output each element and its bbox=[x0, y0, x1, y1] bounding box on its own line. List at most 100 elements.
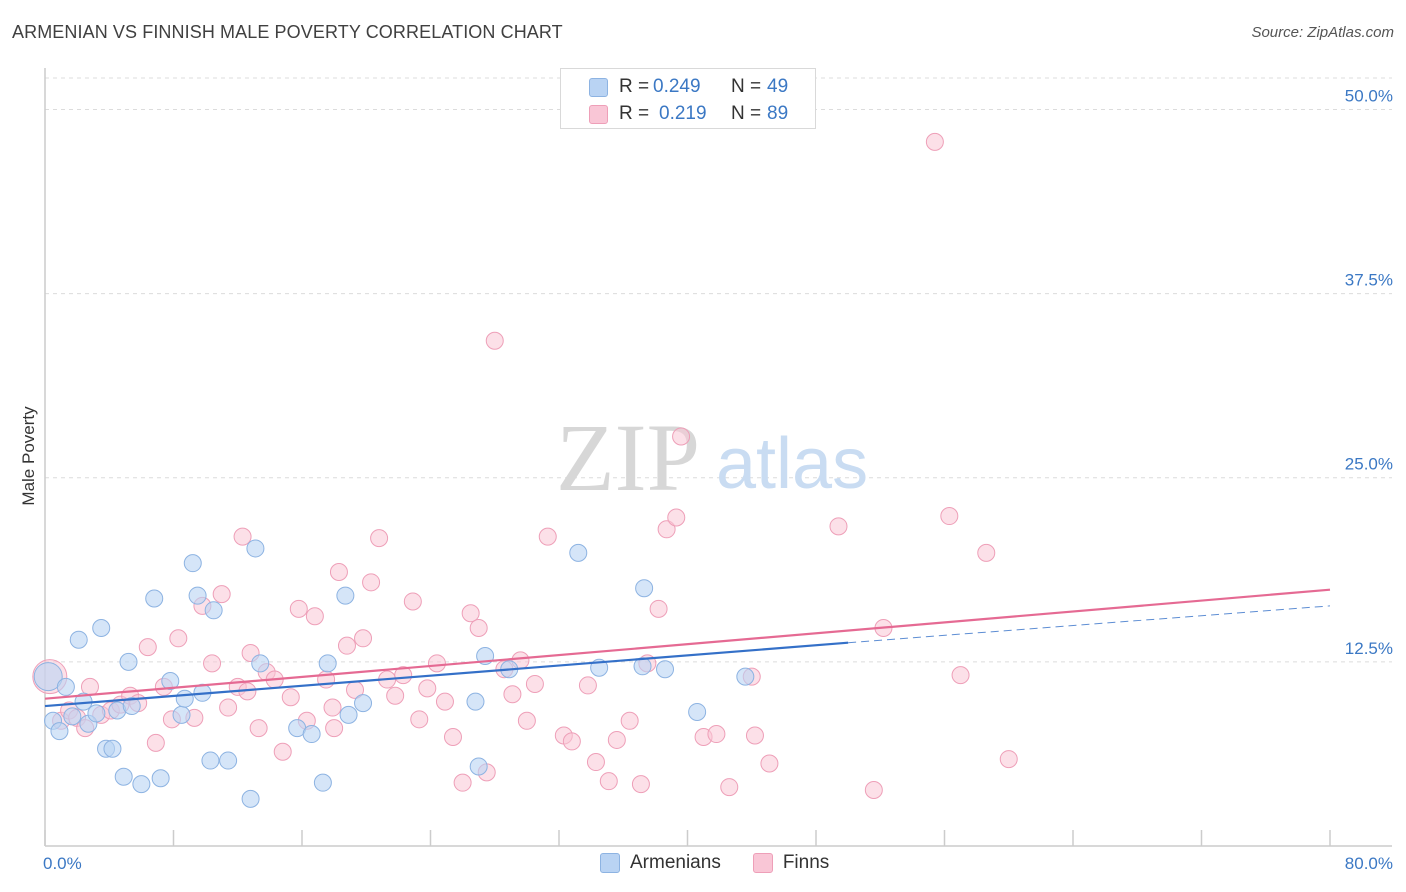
legend-label-armenians: Armenians bbox=[630, 852, 721, 873]
armenian-point bbox=[251, 654, 270, 673]
finn-point bbox=[760, 754, 779, 773]
armenian-point bbox=[688, 702, 707, 721]
finn-point bbox=[538, 527, 557, 546]
armenian-point bbox=[318, 654, 337, 673]
armenians-swatch bbox=[589, 77, 608, 97]
finn-point bbox=[337, 636, 356, 655]
finn-point bbox=[864, 781, 883, 800]
finn-point bbox=[138, 638, 157, 657]
armenian-point bbox=[103, 739, 122, 758]
armenian-point bbox=[175, 689, 194, 708]
armenians-points bbox=[33, 539, 755, 808]
armenian-point bbox=[114, 767, 133, 786]
finn-point bbox=[631, 775, 650, 794]
grid-lines bbox=[45, 77, 1392, 663]
armenian-point bbox=[122, 697, 141, 716]
armenian-point bbox=[161, 672, 180, 691]
finn-point bbox=[461, 604, 480, 623]
finn-point bbox=[999, 750, 1018, 769]
armenian-point bbox=[635, 579, 654, 598]
finn-point bbox=[951, 666, 970, 685]
armenian-point bbox=[569, 543, 588, 562]
finn-point bbox=[249, 719, 268, 738]
finn-point bbox=[169, 629, 188, 648]
armenian-point bbox=[246, 539, 265, 558]
armenian-point bbox=[466, 692, 485, 711]
source-label: Source: ZipAtlas.com bbox=[1251, 24, 1394, 41]
finn-point bbox=[940, 507, 959, 526]
r-label: R = bbox=[619, 76, 650, 97]
finn-point bbox=[707, 725, 726, 744]
armenian-point bbox=[204, 601, 223, 620]
finn-point bbox=[503, 685, 522, 704]
armenian-point bbox=[302, 725, 321, 744]
finn-point bbox=[410, 710, 429, 729]
finn-point bbox=[977, 543, 996, 562]
finn-point bbox=[672, 427, 691, 446]
finn-point bbox=[289, 599, 308, 618]
armenian-point bbox=[469, 757, 488, 776]
finns-swatch bbox=[589, 104, 608, 124]
watermark: ZIP atlas bbox=[556, 404, 868, 511]
finn-point bbox=[325, 719, 344, 738]
y-tick-label: 50.0% bbox=[1345, 86, 1393, 105]
finn-point bbox=[403, 592, 422, 611]
y-axis-title: Male Poverty bbox=[19, 406, 38, 506]
armenian-point bbox=[92, 618, 111, 637]
armenian-point bbox=[633, 657, 652, 676]
watermark-atlas: atlas bbox=[716, 424, 868, 504]
finn-point bbox=[925, 132, 944, 151]
finn-point bbox=[562, 732, 581, 751]
finn-point bbox=[329, 563, 348, 582]
x-tick-label: 80.0% bbox=[1345, 854, 1393, 873]
finn-point bbox=[146, 733, 165, 752]
armenian-point bbox=[87, 704, 106, 723]
stats-row-finns: R = 0.219 N = 89 bbox=[561, 101, 815, 127]
y-tick-label: 12.5% bbox=[1345, 639, 1393, 658]
finn-point bbox=[281, 688, 300, 707]
armenian-point bbox=[172, 705, 191, 724]
armenian-point bbox=[313, 773, 332, 792]
armenian-point bbox=[63, 707, 82, 726]
legend-item-finns[interactable]: Finns bbox=[752, 852, 830, 874]
armenian-point bbox=[736, 667, 755, 686]
finn-point bbox=[394, 666, 413, 685]
y-tick-label: 37.5% bbox=[1345, 271, 1393, 290]
armenians-swatch bbox=[600, 853, 620, 873]
finn-point bbox=[578, 676, 597, 695]
finn-point bbox=[386, 686, 405, 705]
finn-point bbox=[305, 607, 324, 626]
armenian-point bbox=[132, 775, 151, 794]
armenian-point bbox=[336, 586, 355, 605]
armenian-point bbox=[354, 694, 373, 713]
armenian-point bbox=[656, 660, 675, 679]
finn-point bbox=[203, 654, 222, 673]
armenian-point bbox=[201, 751, 220, 770]
finn-point bbox=[370, 529, 389, 548]
r-value: 0.219 bbox=[659, 103, 707, 124]
stats-legend: R = 0.249 N = 49 R = 0.219 N = 89 bbox=[560, 68, 816, 129]
legend-item-armenians[interactable]: Armenians bbox=[600, 852, 721, 874]
finns-trend-line bbox=[44, 588, 1331, 700]
finn-point bbox=[745, 726, 764, 745]
armenian-point bbox=[183, 554, 202, 573]
finn-point bbox=[427, 654, 446, 673]
watermark-zip: ZIP bbox=[556, 404, 700, 511]
armenians-trend-line bbox=[44, 641, 849, 708]
finn-point bbox=[233, 527, 252, 546]
axes bbox=[44, 68, 1392, 847]
armenian-point bbox=[219, 751, 238, 770]
r-value: 0.249 bbox=[653, 76, 701, 97]
armenians-trend-extension bbox=[848, 605, 1331, 644]
finn-point bbox=[418, 679, 437, 698]
stats-row-armenians: R = 0.249 N = 49 bbox=[561, 74, 815, 100]
x-tick-label: 0.0% bbox=[43, 854, 82, 873]
armenian-point bbox=[50, 722, 69, 741]
armenian-point bbox=[119, 652, 138, 671]
finn-point bbox=[620, 711, 639, 730]
finn-point bbox=[323, 698, 342, 717]
armenian-point bbox=[339, 705, 358, 724]
finn-point bbox=[720, 778, 739, 797]
legend-label-finns: Finns bbox=[782, 852, 830, 873]
armenian-point bbox=[188, 586, 207, 605]
